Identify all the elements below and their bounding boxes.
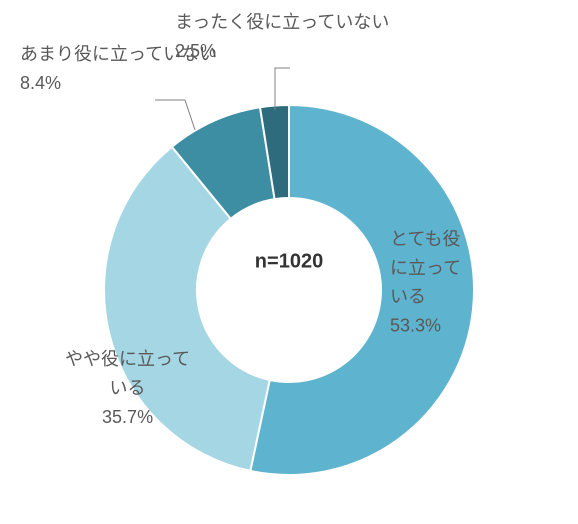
- slice-label-somewhat_useful: やや役に立っている35.7%: [65, 345, 190, 431]
- leader-not_useful_at_all: [275, 68, 290, 110]
- donut-chart: とても役に立っている53.3% n=1020 やや役に立っている35.7%あまり…: [0, 0, 578, 524]
- leader-not_very_useful: [155, 100, 195, 130]
- center-label: n=1020: [255, 251, 323, 274]
- slice-label-not_useful_at_all: まったく役に立っていない2.5%: [175, 8, 389, 66]
